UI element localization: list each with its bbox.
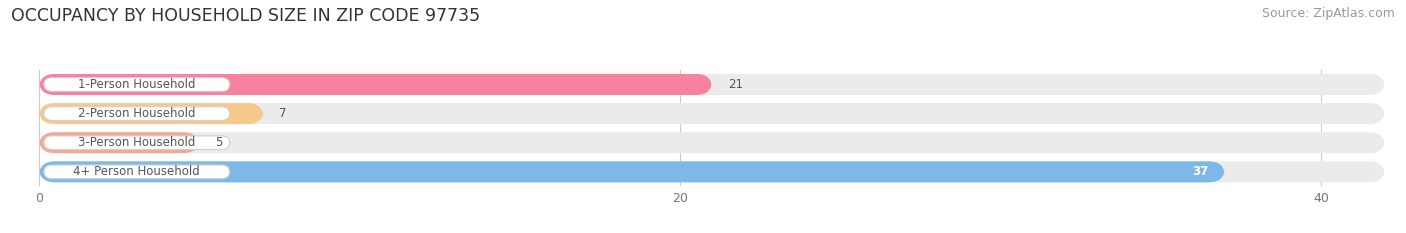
FancyBboxPatch shape [39, 161, 1225, 182]
FancyBboxPatch shape [44, 136, 229, 150]
Text: OCCUPANCY BY HOUSEHOLD SIZE IN ZIP CODE 97735: OCCUPANCY BY HOUSEHOLD SIZE IN ZIP CODE … [11, 7, 481, 25]
FancyBboxPatch shape [39, 132, 200, 153]
FancyBboxPatch shape [39, 74, 711, 95]
FancyBboxPatch shape [39, 103, 1385, 124]
Text: 3-Person Household: 3-Person Household [79, 136, 195, 149]
FancyBboxPatch shape [39, 103, 263, 124]
FancyBboxPatch shape [44, 165, 229, 179]
Text: 21: 21 [728, 78, 742, 91]
FancyBboxPatch shape [44, 107, 229, 120]
FancyBboxPatch shape [39, 132, 1385, 153]
Text: 7: 7 [280, 107, 287, 120]
FancyBboxPatch shape [39, 74, 1385, 95]
Text: 2-Person Household: 2-Person Household [79, 107, 195, 120]
Text: 37: 37 [1192, 165, 1209, 178]
Text: 5: 5 [215, 136, 222, 149]
Text: 4+ Person Household: 4+ Person Household [73, 165, 200, 178]
FancyBboxPatch shape [44, 78, 229, 91]
Text: Source: ZipAtlas.com: Source: ZipAtlas.com [1261, 7, 1395, 20]
FancyBboxPatch shape [39, 161, 1385, 182]
Text: 1-Person Household: 1-Person Household [79, 78, 195, 91]
